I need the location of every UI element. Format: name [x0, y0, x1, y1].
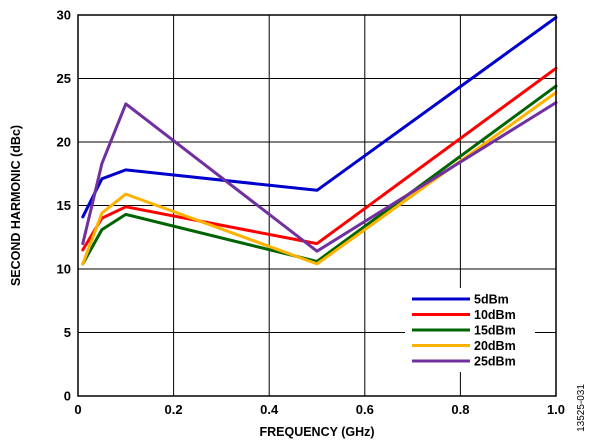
legend-label: 20dBm	[474, 339, 516, 353]
y-tick-label: 20	[57, 135, 71, 150]
x-axis-label: FREQUENCY (GHz)	[259, 425, 374, 439]
legend-label: 25dBm	[474, 355, 516, 369]
legend-label: 5dBm	[474, 293, 509, 307]
series-line-15dBm	[81, 84, 558, 266]
series-lines	[81, 16, 558, 266]
y-tick-label: 30	[57, 8, 71, 23]
y-tick-labels: 0 5 10 15 20 25 30	[57, 8, 71, 404]
x-tick-labels: 0 0.2 0.4 0.6 0.8 1.0	[74, 402, 565, 417]
x-tick-label: 0	[74, 402, 81, 417]
y-tick-label: 5	[64, 325, 71, 340]
y-tick-label: 10	[57, 262, 71, 277]
series-line-20dBm	[81, 91, 558, 266]
y-tick-label: 15	[57, 198, 71, 213]
x-tick-label: 1.0	[547, 402, 565, 417]
y-tick-label: 0	[64, 389, 71, 404]
figure-id: 13525-031	[576, 384, 587, 432]
series-line-5dBm	[81, 16, 558, 219]
plot-frame	[77, 14, 557, 397]
x-tick-label: 0.2	[165, 402, 183, 417]
y-tick-label: 25	[57, 71, 71, 86]
x-tick-label: 0.6	[356, 402, 374, 417]
legend-label: 15dBm	[474, 324, 516, 338]
x-tick-label: 0.4	[260, 402, 279, 417]
x-tick-label: 0.8	[451, 402, 469, 417]
legend-label: 10dBm	[474, 308, 516, 322]
y-axis-label: SECOND HARMONIC (dBc)	[9, 125, 23, 286]
series-line-25dBm	[81, 101, 558, 253]
